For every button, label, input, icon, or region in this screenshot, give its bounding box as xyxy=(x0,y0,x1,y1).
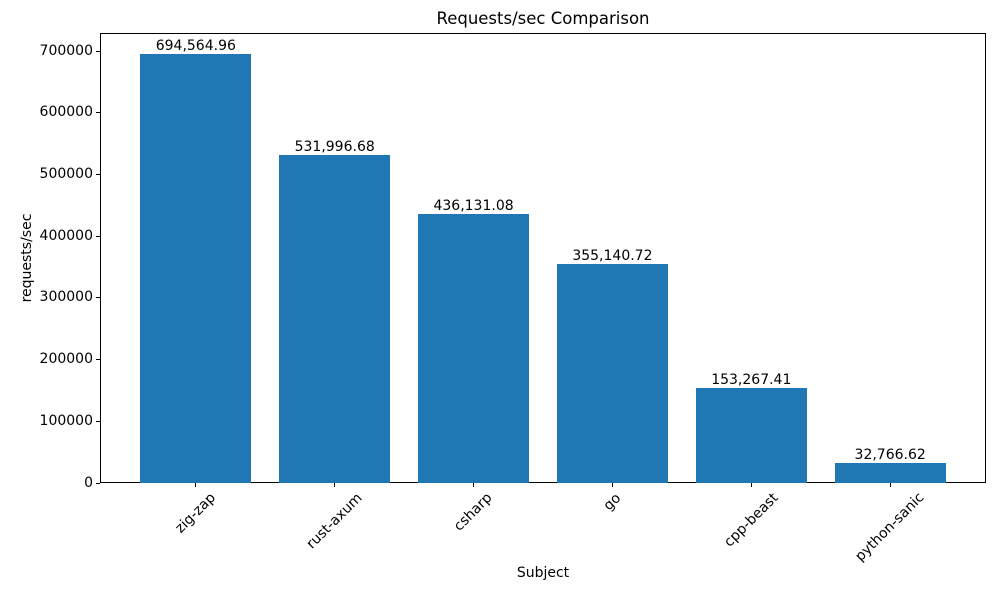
x-tick-label: csharp xyxy=(450,489,496,535)
y-tick xyxy=(96,173,100,175)
bar-value-label: 694,564.96 xyxy=(155,38,236,55)
chart-title: Requests/sec Comparison xyxy=(436,9,650,28)
y-axis-label: requests/sec xyxy=(19,213,35,303)
x-axis-label: Subject xyxy=(516,565,570,581)
y-tick xyxy=(96,359,100,361)
x-tick xyxy=(611,483,613,487)
y-tick-label: 0 xyxy=(84,474,93,491)
x-tick-label: cpp-beast xyxy=(720,489,782,551)
x-tick xyxy=(473,483,475,487)
y-tick-label: 500000 xyxy=(39,165,93,182)
y-tick xyxy=(96,420,100,422)
y-tick-label: 300000 xyxy=(39,289,93,306)
bar-value-label: 153,267.41 xyxy=(711,372,792,389)
x-tick-label: rust-axum xyxy=(303,490,366,553)
bar xyxy=(418,213,530,483)
y-tick xyxy=(96,112,100,114)
y-tick-label: 200000 xyxy=(39,351,93,368)
plot-area xyxy=(100,33,986,483)
x-tick-label: python-sanic xyxy=(852,489,928,566)
bar xyxy=(695,388,807,483)
bar-value-label: 531,996.68 xyxy=(294,138,375,155)
x-tick-label: zig-zap xyxy=(172,489,219,537)
bar-value-label: 355,140.72 xyxy=(572,247,653,264)
bar-value-label: 32,766.62 xyxy=(854,446,926,463)
bar xyxy=(279,154,391,483)
y-tick xyxy=(96,50,100,52)
y-tick-label: 100000 xyxy=(39,412,93,429)
bar xyxy=(834,462,946,483)
y-tick xyxy=(96,482,100,484)
x-tick xyxy=(750,483,752,487)
x-tick-label: go xyxy=(600,489,625,514)
y-tick xyxy=(96,235,100,237)
y-tick-label: 600000 xyxy=(39,104,93,121)
x-tick xyxy=(334,483,336,487)
bar xyxy=(556,263,668,483)
y-tick-label: 700000 xyxy=(39,42,93,59)
y-tick-label: 400000 xyxy=(39,227,93,244)
x-tick xyxy=(195,483,197,487)
x-tick xyxy=(889,483,891,487)
y-tick xyxy=(96,297,100,299)
bar-value-label: 436,131.08 xyxy=(433,197,514,214)
bar xyxy=(140,54,252,483)
